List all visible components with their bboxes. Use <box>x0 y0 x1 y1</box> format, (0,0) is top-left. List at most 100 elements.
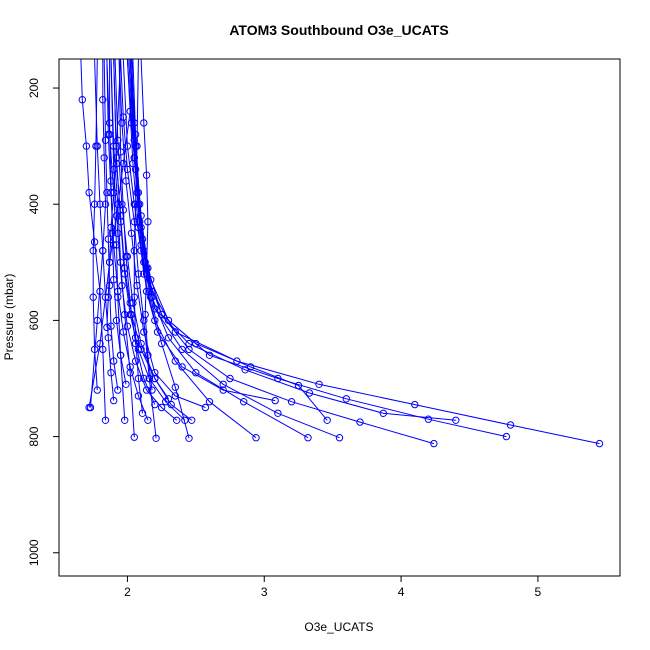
data-point <box>430 439 438 448</box>
data-point <box>96 200 104 208</box>
data-point <box>151 374 159 383</box>
profile-line <box>118 59 206 408</box>
data-point <box>219 386 227 394</box>
profile-line <box>92 59 98 391</box>
data-point <box>140 119 148 127</box>
profile-series <box>103 59 122 332</box>
data-point <box>157 339 166 348</box>
data-point <box>133 142 141 150</box>
data-point <box>126 299 134 307</box>
data-point <box>134 374 143 383</box>
profile-series <box>112 59 173 403</box>
data-point <box>133 188 141 197</box>
data-point <box>252 434 260 442</box>
profile-series <box>101 59 122 394</box>
data-point <box>107 369 115 377</box>
data-point <box>89 293 97 301</box>
data-point <box>379 409 387 417</box>
data-point <box>185 345 193 354</box>
data-point <box>157 310 166 319</box>
data-point <box>101 200 110 208</box>
x-tick-label: 4 <box>398 585 405 599</box>
data-point <box>99 247 107 255</box>
profile-series <box>131 59 438 448</box>
data-point <box>99 96 107 104</box>
profile-line <box>90 59 107 408</box>
data-point <box>342 395 350 403</box>
data-point <box>116 148 125 156</box>
axes: 2 3 4 5 200 400 600 800 1000 <box>27 78 541 599</box>
data-point <box>110 396 118 405</box>
data-point <box>148 386 156 394</box>
data-point <box>114 200 122 208</box>
data-point <box>127 119 136 127</box>
data-point <box>241 366 249 374</box>
data-point <box>138 409 147 417</box>
data-point <box>424 415 433 423</box>
data-point <box>100 154 108 162</box>
data-point <box>119 328 128 336</box>
profile-line <box>129 59 600 445</box>
data-point <box>112 316 121 325</box>
data-point <box>595 439 604 448</box>
data-point <box>123 142 132 150</box>
data-point <box>137 339 145 348</box>
data-point <box>131 357 140 365</box>
data-point <box>82 142 91 150</box>
data-point <box>506 421 515 429</box>
data-point <box>141 310 149 319</box>
data-point <box>205 351 214 359</box>
data-point <box>101 136 110 145</box>
data-point <box>294 381 303 390</box>
data-point <box>137 345 145 354</box>
profile-line <box>94 59 115 401</box>
data-point <box>112 159 121 168</box>
plot-frame <box>58 58 621 577</box>
profile-line <box>128 59 328 421</box>
data-point <box>107 322 115 330</box>
data-point <box>119 206 128 214</box>
data-point <box>171 328 180 336</box>
data-point <box>118 119 126 127</box>
data-point <box>89 247 97 255</box>
data-point <box>90 345 99 354</box>
data-point <box>205 398 214 406</box>
data-point <box>118 281 126 290</box>
data-point <box>114 229 122 238</box>
data-point <box>178 363 186 371</box>
data-point <box>123 322 132 330</box>
y-axis-label: Pressure (mbar) <box>2 274 16 361</box>
data-point <box>110 188 118 197</box>
data-point <box>142 287 151 296</box>
data-point <box>271 396 279 405</box>
data-point <box>130 247 139 255</box>
data-point <box>105 119 114 127</box>
data-point <box>126 369 134 377</box>
data-point <box>114 386 122 394</box>
profile-series <box>104 59 152 424</box>
data-point <box>240 398 248 406</box>
data-point <box>356 418 364 426</box>
data-point <box>85 188 93 197</box>
profile-series <box>128 59 331 424</box>
data-point <box>164 316 173 325</box>
data-point <box>181 416 189 424</box>
data-point <box>164 334 173 342</box>
profile-series <box>130 59 147 417</box>
data-point <box>122 380 130 388</box>
data-point <box>93 386 102 394</box>
profile-series <box>118 59 210 412</box>
profile-line <box>133 59 143 414</box>
data-point <box>305 389 314 397</box>
data-point <box>144 416 152 424</box>
profile-line <box>122 59 190 439</box>
data-point <box>130 433 139 441</box>
data-point <box>90 200 99 208</box>
profile-series <box>129 59 604 448</box>
y-tick-label: 400 <box>27 194 41 214</box>
profile-series <box>129 59 511 441</box>
data-point <box>335 434 344 442</box>
data-point <box>105 258 114 266</box>
profile-line <box>106 59 149 421</box>
